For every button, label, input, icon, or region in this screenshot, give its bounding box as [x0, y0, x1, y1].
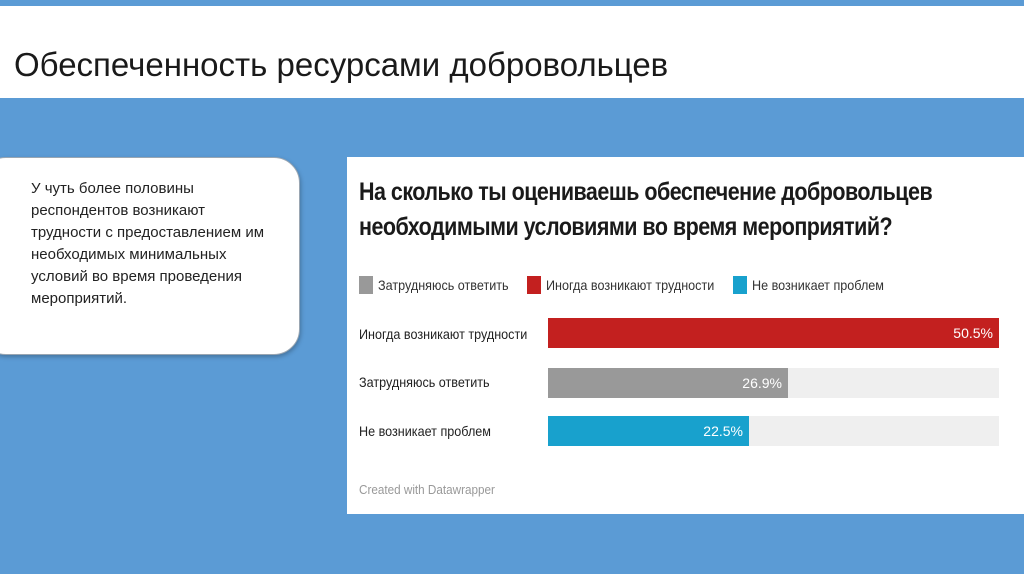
- legend-swatch-hard: [527, 276, 541, 294]
- chart-credit: Created with Datawrapper: [359, 482, 495, 497]
- note-text: У чуть более половины респондентов возни…: [31, 180, 265, 307]
- bar-hard: [548, 318, 999, 348]
- legend-label-hard: Иногда возникают трудности: [546, 277, 715, 293]
- bar-value-unsure: 26.9%: [742, 375, 782, 391]
- chart-title-line-2: необходимыми условиями во время мероприя…: [359, 213, 893, 241]
- bar-value-ok: 22.5%: [703, 423, 743, 439]
- title-bar: Обеспеченность ресурсами добровольцев: [0, 6, 1024, 98]
- note-box: У чуть более половины респондентов возни…: [0, 157, 300, 355]
- bar-label-ok: Не возникает проблем: [359, 423, 491, 439]
- legend-swatch-ok: [733, 276, 747, 294]
- legend-label-unsure: Затрудняюсь ответить: [378, 277, 509, 293]
- chart-title-line-1: На сколько ты оцениваешь обеспечение доб…: [359, 178, 933, 206]
- slide-title: Обеспеченность ресурсами добровольцев: [14, 46, 669, 83]
- bar-label-unsure: Затрудняюсь ответить: [359, 374, 490, 390]
- chart-title: На сколько ты оцениваешь обеспечение доб…: [359, 175, 933, 245]
- legend-swatch-unsure: [359, 276, 373, 294]
- legend-label-ok: Не возникает проблем: [752, 277, 884, 293]
- bar-track-hard: 50.5%: [548, 318, 999, 348]
- chart-card: На сколько ты оцениваешь обеспечение доб…: [347, 157, 1024, 514]
- bar-track-unsure: 26.9%: [548, 368, 999, 398]
- bar-label-hard: Иногда возникают трудности: [359, 326, 528, 342]
- bar-ok: [548, 416, 749, 446]
- bar-value-hard: 50.5%: [953, 325, 993, 341]
- top-band: [0, 0, 1024, 6]
- bar-unsure: [548, 368, 788, 398]
- bar-track-ok: 22.5%: [548, 416, 999, 446]
